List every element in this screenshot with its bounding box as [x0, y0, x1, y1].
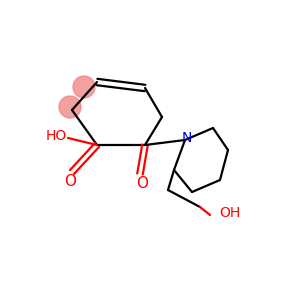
Text: HO: HO — [45, 129, 67, 143]
Text: N: N — [182, 131, 192, 145]
Text: OH: OH — [219, 206, 241, 220]
Circle shape — [73, 76, 95, 98]
Circle shape — [59, 96, 81, 118]
Text: O: O — [64, 175, 76, 190]
Text: O: O — [136, 176, 148, 191]
